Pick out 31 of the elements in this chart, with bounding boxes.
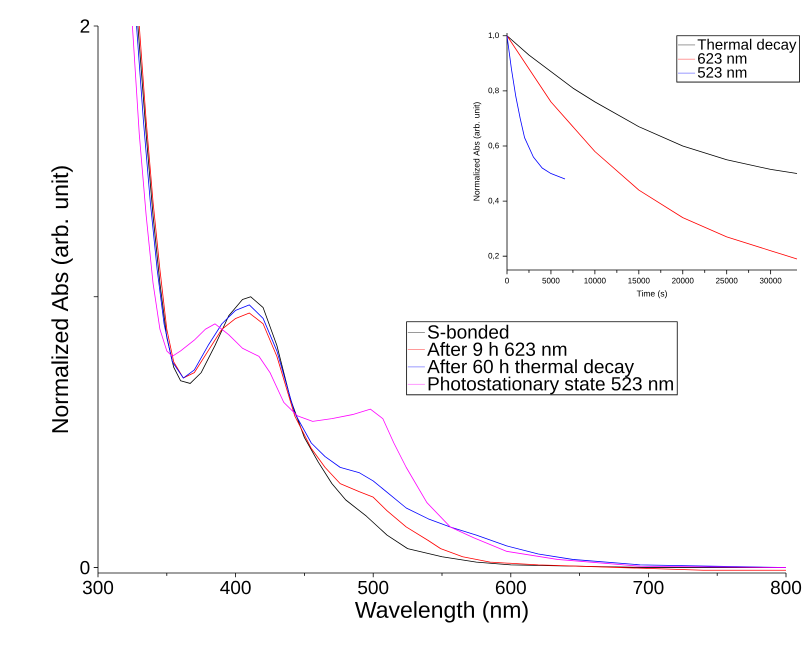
y-tick-label: 0,4 — [488, 198, 499, 204]
x-tick-label: 800 — [770, 580, 802, 594]
x-axis-title: Time (s) — [636, 290, 667, 298]
legend-label: After 60 h thermal decay — [427, 359, 634, 378]
x-tick-label: 20000 — [672, 278, 694, 284]
legend-label: After 9 h 623 nm — [427, 342, 566, 356]
x-tick-label: 500 — [358, 580, 388, 594]
line-series — [506, 35, 566, 180]
legend-label: Photostationary state 523 nm — [428, 376, 673, 394]
x-tick-label: 30000 — [760, 278, 782, 284]
legend-label: S-bonded — [428, 324, 508, 339]
y-tick-label: 1,0 — [488, 32, 499, 40]
x-tick-label: 700 — [634, 580, 664, 594]
legend-label: 623 nm — [698, 53, 746, 64]
x-tick-label: 600 — [496, 580, 526, 594]
y-tick-label: 0,8 — [488, 88, 499, 94]
legend-label: 523 nm — [698, 67, 746, 78]
x-tick-label: 10000 — [584, 278, 606, 284]
x-tick-label: 0 — [505, 278, 509, 284]
x-tick-label: 15000 — [628, 278, 650, 284]
legend-label: Thermal decay — [698, 38, 796, 53]
x-tick-label: 5000 — [542, 278, 560, 284]
x-tick-label: 300 — [82, 580, 114, 594]
y-tick-label: 2 — [80, 19, 90, 33]
y-tick-label: 0,6 — [488, 142, 499, 150]
x-axis-title: Wavelength (nm) — [354, 601, 528, 623]
y-tick-label: 0,2 — [488, 252, 499, 260]
x-tick-label: 400 — [220, 580, 251, 594]
x-tick-label: 25000 — [716, 278, 738, 284]
y-axis-title: Normalized Abs (arb. unit) — [51, 166, 73, 432]
y-axis-title: Normalized Abs (arb. unit) — [473, 102, 482, 201]
